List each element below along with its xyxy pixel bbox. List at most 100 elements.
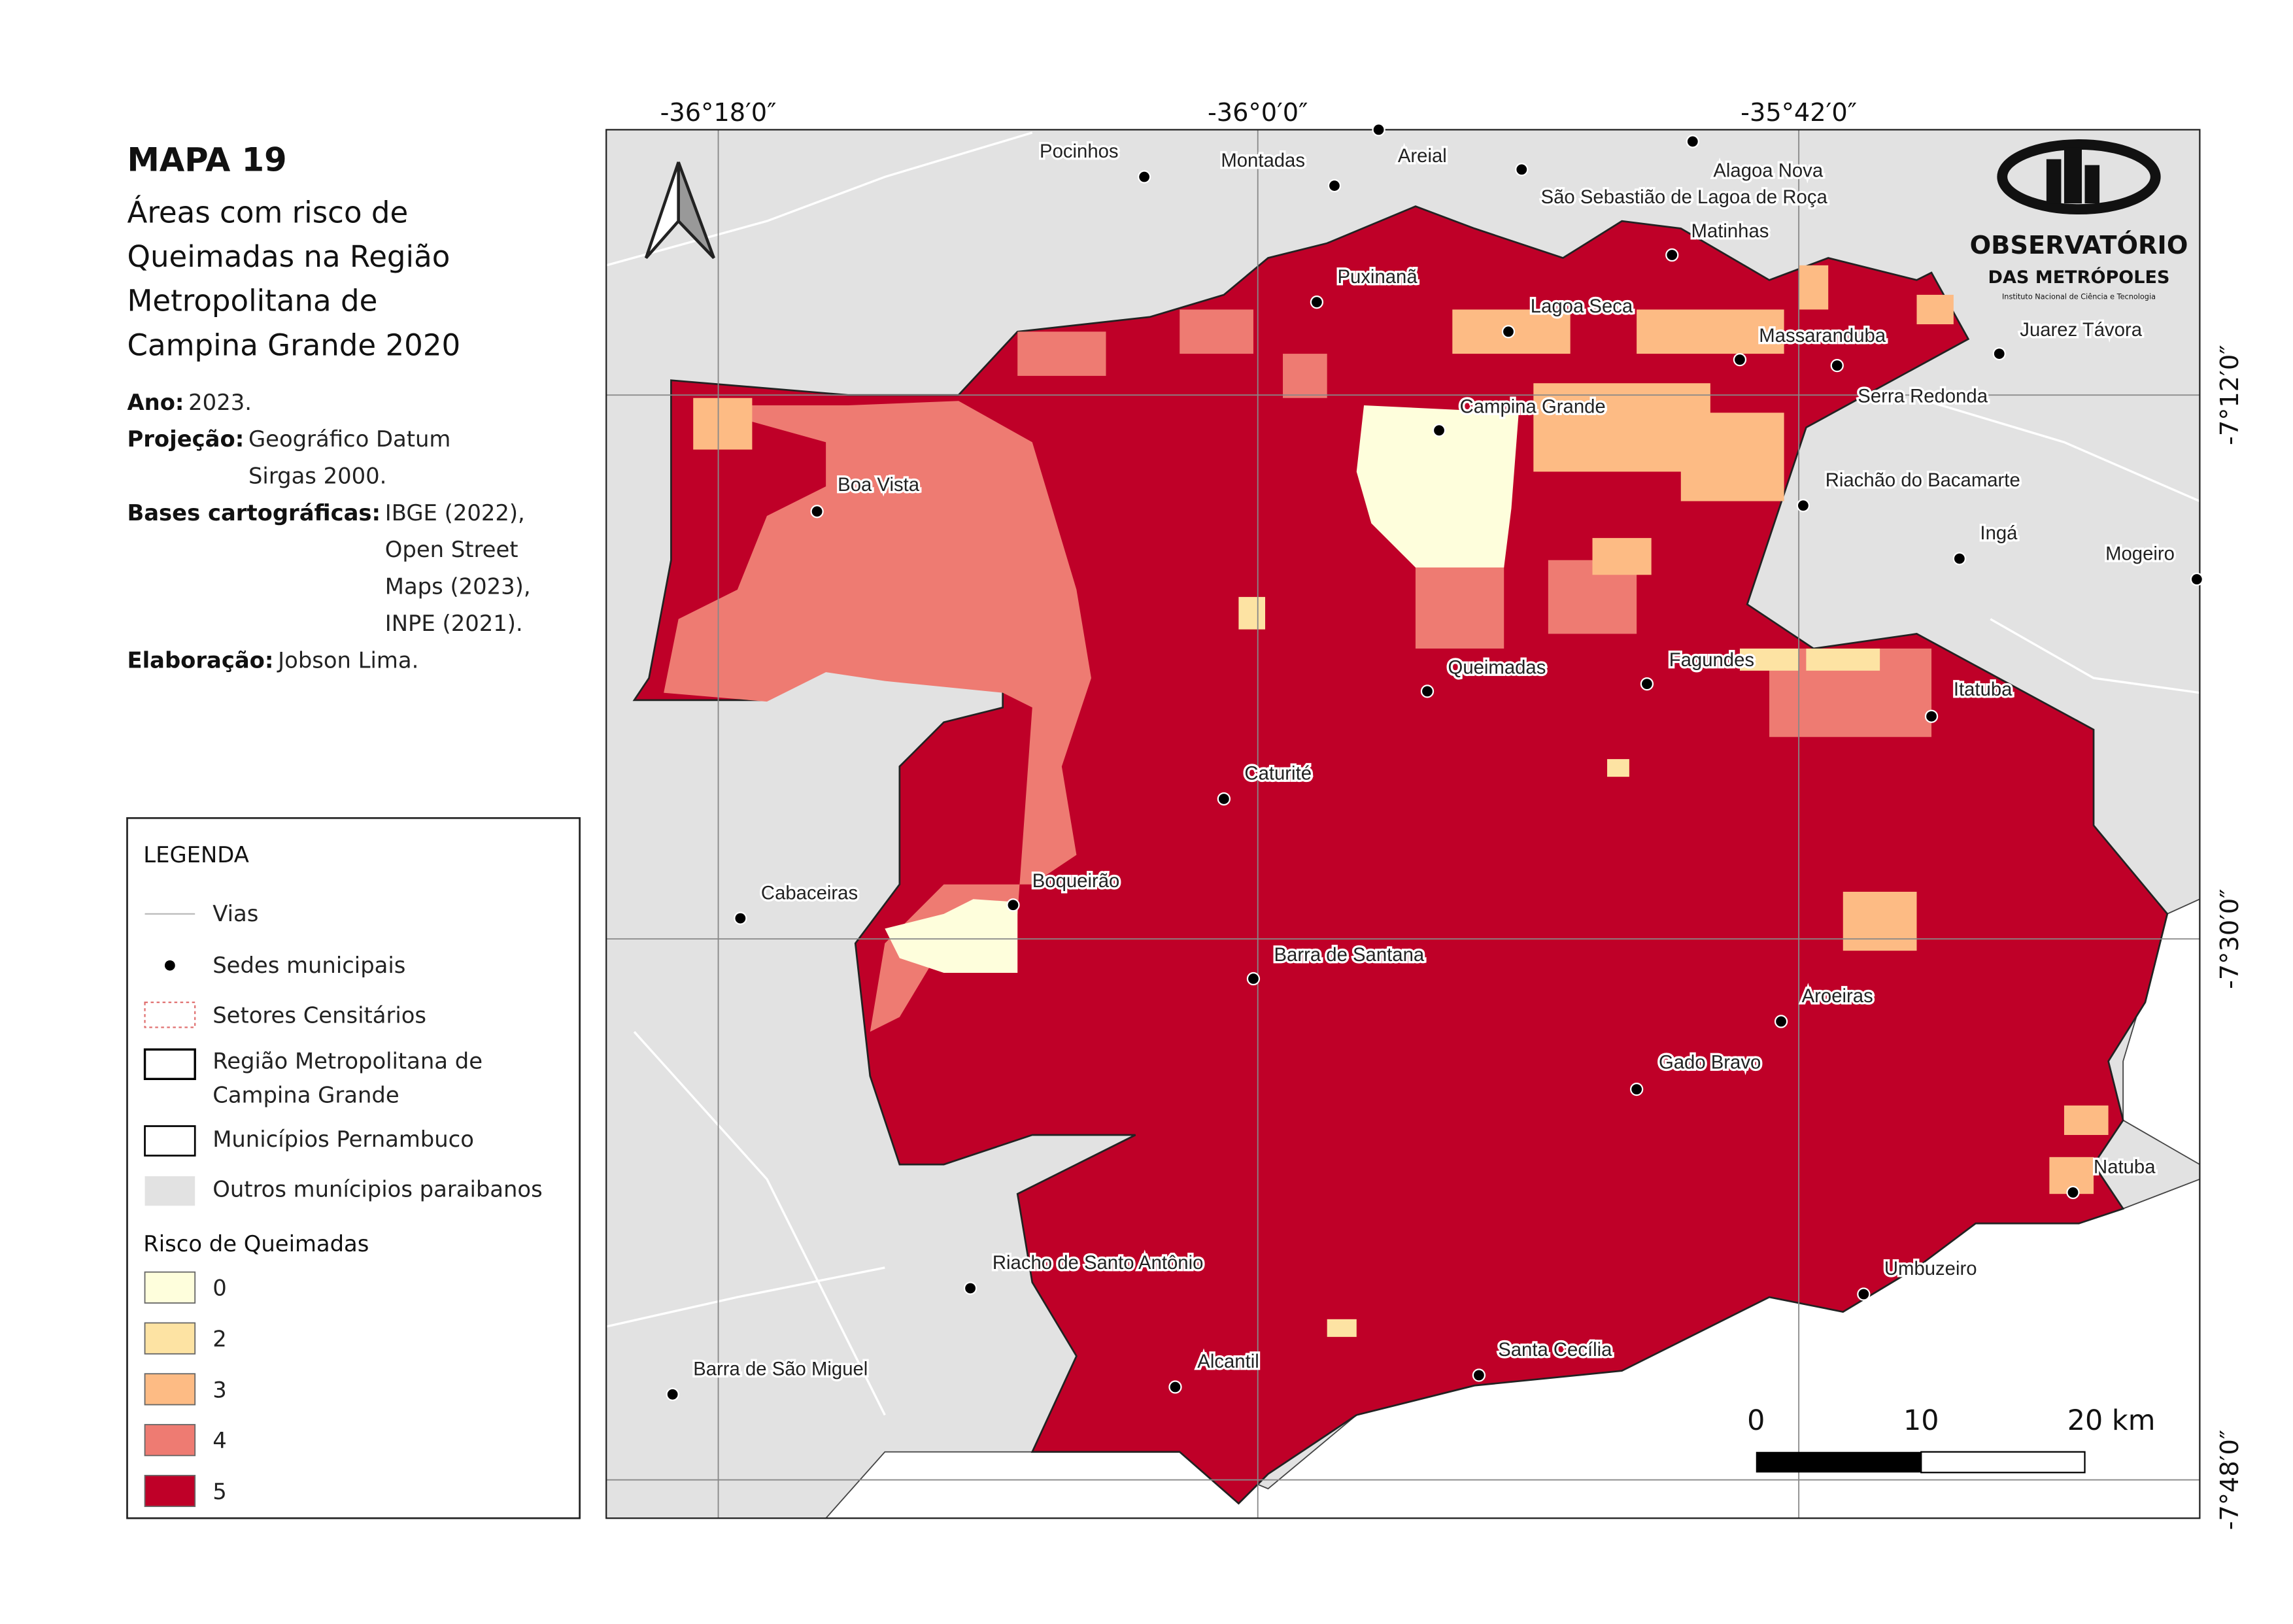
municipal-seat <box>1665 248 1679 262</box>
legend-label: Outros munícipios paraibanos <box>212 1177 542 1202</box>
legend-swatch <box>144 1474 196 1508</box>
place-label: Matinhas <box>1691 220 1769 242</box>
coord-label: -36°18′0″ <box>660 98 777 127</box>
logo-mark <box>1997 139 2161 215</box>
legend-symbol <box>144 1001 196 1028</box>
municipal-seat <box>1327 178 1342 193</box>
municipal-seat <box>1924 709 1939 723</box>
municipal-seat <box>1515 163 1529 177</box>
map-title: Campina Grande 2020 <box>127 328 460 362</box>
scale-label: 10 <box>1903 1404 1939 1437</box>
municipal-seat <box>2190 572 2204 586</box>
info-value: Geográfico Datum <box>248 426 450 452</box>
risk-area <box>1843 892 1917 951</box>
place-label: Montadas <box>1221 150 1305 171</box>
scale-label: 20 km <box>2067 1404 2156 1437</box>
place-label: Gado Bravo <box>1659 1052 1761 1074</box>
place-label: Campina Grande <box>1460 396 1606 417</box>
info-value: 2023. <box>188 390 252 415</box>
info-label: Bases cartográficas: <box>127 500 381 526</box>
municipal-seat <box>1992 347 2006 361</box>
coord-label: -7°30′0″ <box>2215 888 2245 989</box>
municipal-seat <box>1137 170 1151 184</box>
municipal-seat <box>1686 135 1699 148</box>
legend-swatch <box>144 1271 196 1304</box>
place-label: Cabaceiras <box>761 882 858 904</box>
place-label: Boa Vista <box>838 474 920 496</box>
place-label: Riacho de Santo Antônio <box>993 1252 1204 1274</box>
municipal-seat <box>1830 358 1844 373</box>
coord-label: -35°42′0″ <box>1741 98 1857 127</box>
info-label: Ano: <box>127 390 184 415</box>
coord-label: -7°12′0″ <box>2215 345 2245 445</box>
legend-label: Sedes municipais <box>212 953 405 978</box>
municipal-seat <box>1640 677 1654 691</box>
place-label: Boqueirão <box>1032 870 1120 892</box>
risk-area <box>2064 1105 2109 1135</box>
risk-area <box>1327 1319 1357 1337</box>
info-value: INPE (2021). <box>385 611 523 636</box>
risk-area <box>1017 331 1106 376</box>
info-label: Projeção: <box>127 426 244 452</box>
municipal-seat <box>734 911 747 925</box>
risk-area <box>1806 649 1880 671</box>
roads <box>605 131 2201 1416</box>
risk-area <box>1415 560 1504 649</box>
graticule <box>606 129 2200 1519</box>
municipal-seat <box>666 1387 679 1401</box>
place-label: Puxinanã <box>1337 266 1418 288</box>
municipal-seat <box>1952 552 1967 566</box>
legend-label: Campina Grande <box>212 1082 399 1108</box>
place-label: Barra de Santana <box>1274 944 1425 966</box>
legend-swatch <box>144 1424 196 1457</box>
place-label: Alcantil <box>1197 1351 1259 1372</box>
place-label: Umbuzeiro <box>1884 1258 1977 1279</box>
map-title: Metropolitana de <box>127 284 377 318</box>
legend-symbol <box>144 1176 195 1206</box>
municipal-seat <box>1796 499 1810 513</box>
map-title: Queimadas na Região <box>127 239 450 274</box>
info-label: Elaboração: <box>127 647 273 673</box>
risk-area <box>693 398 753 450</box>
place-label: Fagundes <box>1669 649 1754 671</box>
risk-area <box>1356 405 1519 567</box>
legend-symbol <box>164 960 175 971</box>
legend-symbol <box>144 1125 196 1157</box>
municipal-seat <box>1310 296 1324 309</box>
logo-tagline: Instituto Nacional de Ciência e Tecnolog… <box>2002 293 2156 301</box>
place-label: Queimadas <box>1448 656 1546 678</box>
municipal-seat <box>810 505 824 518</box>
north-arrow <box>644 161 715 260</box>
municipal-seat <box>1420 685 1435 698</box>
municipal-seat <box>1432 424 1446 437</box>
legend-label: 4 <box>212 1428 227 1453</box>
place-label: Alagoa Nova <box>1713 160 1823 182</box>
place-label: Ingá <box>1980 522 2018 544</box>
place-label: Pocinhos <box>1040 141 1119 162</box>
coord-label: -7°48′0″ <box>2215 1430 2245 1531</box>
risk-area <box>1680 413 1784 501</box>
legend-label: 2 <box>212 1327 227 1352</box>
risk-area <box>1637 309 1784 354</box>
risk-area <box>885 899 1018 973</box>
legend-label: Vias <box>212 901 258 926</box>
logo-name: OBSERVATÓRIO <box>1970 229 2188 260</box>
place-label: Riachão do Bacamarte <box>1826 469 2020 491</box>
place-label: Aroeiras <box>1802 985 1873 1007</box>
place-label: Natuba <box>2094 1157 2156 1178</box>
legend-label: Municípios Pernambuco <box>212 1126 474 1152</box>
info-value: Jobson Lima. <box>277 647 418 673</box>
place-label: São Sebastião de Lagoa de Roça <box>1541 186 1828 208</box>
municipal-seat <box>1501 325 1516 339</box>
municipal-seat <box>1774 1015 1788 1028</box>
risk-area <box>1916 294 1954 324</box>
place-label: Santa Cecília <box>1498 1339 1612 1361</box>
metro-region <box>632 205 2169 1505</box>
legend-box <box>126 817 581 1519</box>
legend-label: Região Metropolitana de <box>212 1049 483 1074</box>
legend-label: 3 <box>212 1377 227 1402</box>
legend-symbol <box>143 1048 196 1081</box>
legend-label: Setores Censitários <box>212 1003 426 1028</box>
risk-area <box>664 401 1091 1032</box>
municipal-seat <box>1857 1287 1871 1301</box>
